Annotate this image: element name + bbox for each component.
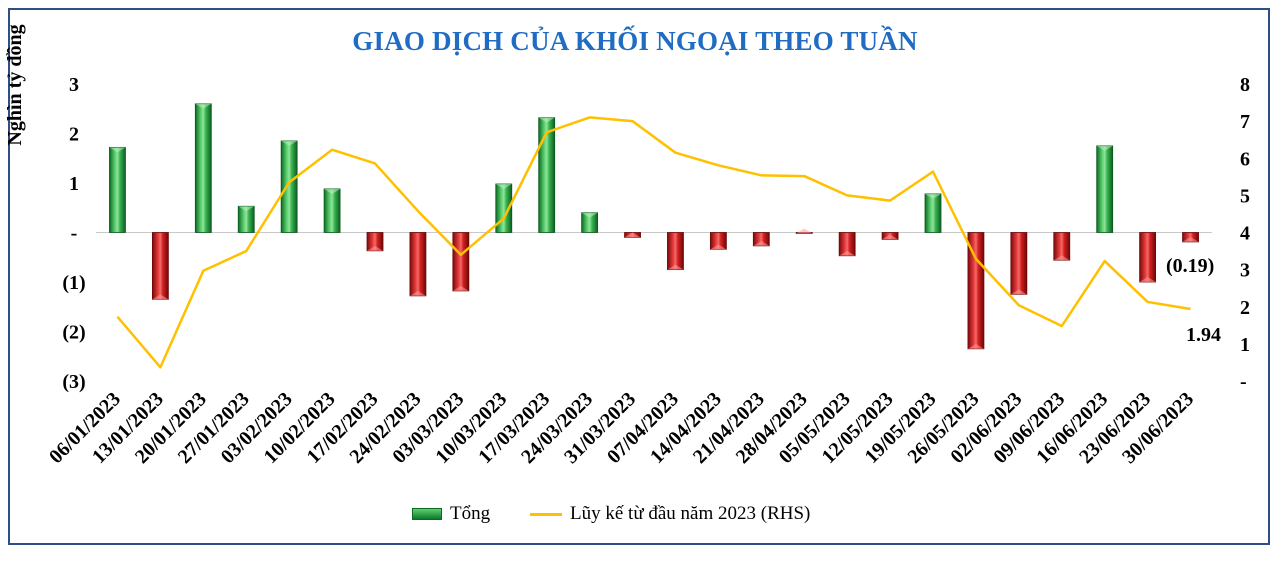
legend-line-swatch	[530, 512, 562, 516]
bar-bevel	[152, 294, 169, 300]
bar-bevel	[967, 343, 984, 349]
bar-bevel	[753, 240, 770, 246]
chart-frame	[8, 8, 1270, 545]
legend-item-bars: Tổng	[412, 503, 490, 525]
right-tick-label: 8	[1240, 74, 1250, 96]
bar-bevel	[367, 245, 383, 251]
right-tick-label: 2	[1240, 297, 1250, 319]
bar	[1010, 232, 1028, 295]
bar-bevel	[839, 250, 856, 256]
bar-bevel	[195, 103, 212, 109]
right-tick-label: 5	[1240, 185, 1250, 207]
bar-bevel	[667, 264, 684, 270]
bar	[323, 188, 341, 233]
annotation-last-line: 1.94	[1186, 324, 1221, 346]
left-tick-label: -	[71, 223, 78, 245]
right-tick-label: 3	[1240, 260, 1250, 282]
bar-bevel	[409, 290, 426, 296]
bar-bevel	[452, 285, 469, 291]
chart-title: GIAO DỊCH CỦA KHỐI NGOẠI THEO TUẦN	[352, 26, 918, 56]
bar	[151, 232, 169, 300]
bar-bevel	[109, 147, 126, 153]
left-tick-label: (3)	[62, 371, 85, 393]
bar-bevel	[1182, 236, 1199, 242]
bar	[1139, 232, 1157, 283]
legend-line-label: Lũy kế từ đầu năm 2023 (RHS)	[570, 503, 811, 524]
left-tick-label: (1)	[62, 272, 85, 294]
legend: Tổng Lũy kế từ đầu năm 2023 (RHS)	[0, 503, 1280, 529]
bar	[409, 232, 427, 297]
legend-bar-label: Tổng	[450, 503, 491, 524]
left-tick-label: 2	[69, 124, 79, 146]
right-tick-label: 7	[1240, 111, 1250, 133]
right-tick-label: 6	[1240, 148, 1250, 170]
annotation-last-bar: (0.19)	[1166, 255, 1214, 277]
bar-bevel	[238, 206, 255, 212]
right-tick-label: 1	[1240, 334, 1250, 356]
left-tick-label: (2)	[62, 322, 85, 344]
right-tick-label: 4	[1240, 223, 1250, 245]
bar	[924, 193, 942, 233]
right-axis-ticks: 8 7 6 5 4 3 2 1 -	[1240, 74, 1250, 393]
right-tick-label: -	[1240, 371, 1247, 393]
bar-bevel	[710, 244, 727, 250]
bar	[280, 140, 298, 233]
bar	[452, 232, 470, 292]
left-axis-ticks: 3 2 1 - (1) (2) (3)	[62, 74, 85, 393]
bar-bevel	[925, 193, 941, 199]
bar-bevel	[281, 140, 298, 146]
bar-bevel	[1139, 277, 1156, 282]
bar-bevel	[1096, 145, 1113, 151]
left-tick-label: 1	[69, 173, 79, 195]
legend-bar-swatch	[412, 508, 442, 520]
bar-bevel	[624, 232, 641, 238]
bar-bevel	[882, 234, 899, 240]
bar	[194, 103, 212, 233]
bar-series	[109, 103, 1199, 350]
bar-bevel	[495, 183, 512, 189]
bar-bevel	[1010, 289, 1027, 295]
bar-bevel	[324, 188, 341, 194]
bar-bevel	[581, 212, 598, 218]
category-labels: 06/01/202313/01/202320/01/202327/01/2023…	[45, 388, 1198, 468]
bar-bevel	[538, 117, 555, 123]
bar	[109, 146, 126, 233]
bar	[1096, 145, 1114, 233]
bar	[667, 232, 684, 271]
left-tick-label: 3	[69, 74, 79, 96]
bar-bevel	[1053, 255, 1070, 261]
cumulative-line	[116, 116, 1191, 369]
bar-bevel	[796, 228, 813, 234]
legend-item-line: Lũy kế từ đầu năm 2023 (RHS)	[530, 503, 810, 525]
